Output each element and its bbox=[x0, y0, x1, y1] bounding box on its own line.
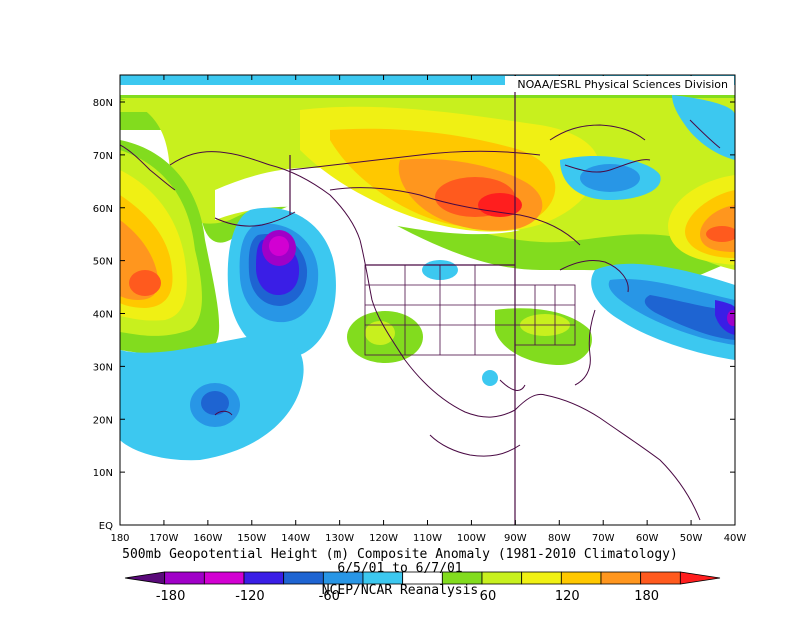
lat-label: 60N bbox=[93, 204, 113, 215]
lon-label: 80W bbox=[548, 533, 571, 544]
lon-label: 110W bbox=[413, 533, 442, 544]
lat-label: 10N bbox=[93, 468, 113, 479]
lon-label: 130W bbox=[325, 533, 354, 544]
colorbar-label: 120 bbox=[555, 589, 580, 604]
lat-label: 50N bbox=[93, 257, 113, 268]
anomaly-contours bbox=[120, 75, 735, 461]
colorbar-swatch bbox=[679, 571, 721, 585]
lon-label: 170W bbox=[149, 533, 178, 544]
lon-label: 90W bbox=[504, 533, 527, 544]
latitude-labels: 80N 70N 60N 50N 40N 30N 20N 10N EQ bbox=[93, 98, 113, 532]
data-source: NCEP/NCAR Reanalysis bbox=[321, 583, 479, 598]
longitude-labels: 180 170W 160W 150W 140W 130W 120W 110W 100W 90W 80… bbox=[110, 533, 746, 544]
lon-label: 120W bbox=[369, 533, 398, 544]
colorbar-label: 60 bbox=[480, 589, 497, 604]
lon-label: 40W bbox=[724, 533, 747, 544]
lon-label: 50W bbox=[680, 533, 703, 544]
lon-label: 70W bbox=[592, 533, 615, 544]
lon-label: 150W bbox=[237, 533, 266, 544]
lat-label: 70N bbox=[93, 151, 113, 162]
colorbar-labels: -180 -120 -60 60 120 180 bbox=[156, 589, 659, 604]
credit-box bbox=[505, 76, 734, 92]
date-range: 6/5/01 to 6/7/01 bbox=[337, 561, 463, 576]
credit-text: NOAA/ESRL Physical Sciences Division bbox=[517, 78, 728, 91]
state-borders bbox=[364, 264, 576, 356]
colorbar bbox=[124, 571, 721, 585]
lon-label: 60W bbox=[636, 533, 659, 544]
lon-label: 140W bbox=[281, 533, 310, 544]
lat-label: 30N bbox=[93, 362, 113, 373]
lat-label: 20N bbox=[93, 415, 113, 426]
lon-label: 160W bbox=[193, 533, 222, 544]
map-panel: NOAA/ESRL Physical Sciences Division bbox=[119, 74, 736, 526]
colorbar-label: -60 bbox=[319, 589, 340, 604]
lon-label: 100W bbox=[457, 533, 486, 544]
lon-label: 180 bbox=[110, 533, 129, 544]
figure-title: 500mb Geopotential Height (m) Composite … bbox=[122, 547, 678, 562]
lat-label: 80N bbox=[93, 98, 113, 109]
lat-label: EQ bbox=[99, 521, 113, 532]
colorbar-label: 180 bbox=[634, 589, 659, 604]
colorbar-label: -180 bbox=[156, 589, 186, 604]
lat-label: 40N bbox=[93, 310, 113, 321]
coastline-overlay bbox=[120, 119, 721, 521]
colorbar-label: -120 bbox=[235, 589, 265, 604]
